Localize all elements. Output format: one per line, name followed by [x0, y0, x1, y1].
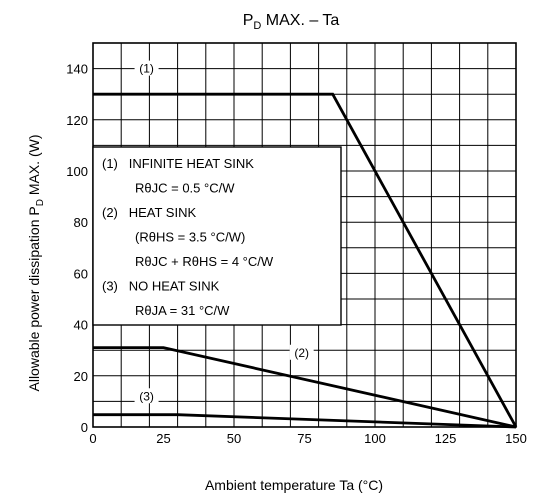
y-tick-label: 140	[66, 62, 88, 77]
legend-line: (RθHS = 3.5 °C/W)	[135, 230, 245, 245]
y-tick-label: 60	[74, 266, 88, 281]
y-tick-label: 20	[74, 369, 88, 384]
legend-line: RθJA = 31 °C/W	[135, 303, 230, 318]
legend-line: RθJC + RθHS = 4 °C/W	[135, 254, 274, 269]
legend-lines: (1) INFINITE HEAT SINK RθJC = 0.5 °C/W (2)…	[102, 156, 274, 318]
y-tick-label: 0	[81, 420, 88, 435]
x-tick-label: 25	[156, 431, 170, 446]
y-tick-label: 40	[74, 318, 88, 333]
x-tick-label: 50	[227, 431, 241, 446]
x-tick-label: 100	[364, 431, 386, 446]
series-label-2: (2)	[294, 346, 309, 360]
legend-line: (3) NO HEAT SINK	[102, 279, 220, 294]
series-label-bg-3	[134, 388, 159, 404]
y-axis-label: Allowable power dissipation PD MAX. (W)	[26, 135, 46, 392]
series-line-2	[93, 346, 517, 429]
chart-title: PD MAX. – Ta	[243, 12, 340, 32]
y-tick-labels: 0 20 40 60 80 100 120 140	[66, 62, 88, 435]
x-tick-labels: 0 25 50 75 100 125 150	[89, 431, 526, 446]
y-tick-label: 80	[74, 215, 88, 230]
series-label-1: (1)	[139, 62, 154, 76]
series-labels: (1) (2) (3)	[134, 60, 314, 404]
series-label-3: (3)	[139, 389, 154, 403]
legend-line: (2) HEAT SINK	[102, 205, 196, 220]
x-tick-label: 150	[505, 431, 527, 446]
x-tick-label: 75	[297, 431, 311, 446]
legend-line: (1) INFINITE HEAT SINK	[102, 156, 254, 171]
x-tick-label: 125	[435, 431, 457, 446]
series-lines	[93, 92, 518, 429]
series-label-bg-2	[289, 344, 314, 360]
legend-box	[92, 146, 342, 326]
series-line-1	[93, 92, 518, 428]
x-axis-label: Ambient temperature Ta (°C)	[205, 477, 383, 493]
y-tick-label: 100	[66, 164, 88, 179]
x-tick-label: 0	[89, 431, 96, 446]
legend-line: RθJC = 0.5 °C/W	[135, 181, 235, 196]
series-label-bg-1	[134, 60, 159, 76]
y-tick-label: 120	[66, 113, 88, 128]
series-line-3	[93, 413, 517, 429]
legend: (1) INFINITE HEAT SINK RθJC = 0.5 °C/W (2)…	[92, 146, 342, 326]
